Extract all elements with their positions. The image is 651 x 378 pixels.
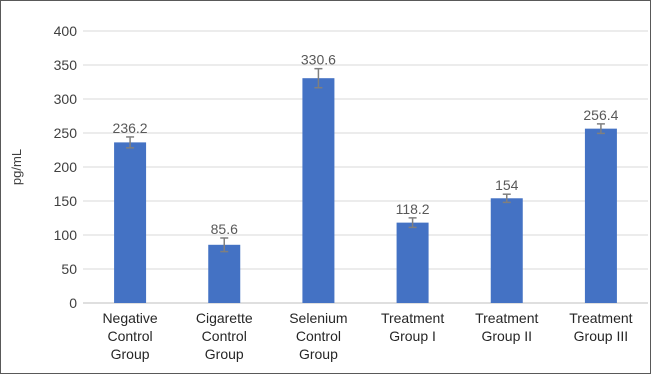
y-axis-tick-labels: 0 50 100 150 200 250 300 350 400 (54, 23, 78, 311)
bar (584, 128, 617, 303)
y-tick-label: 400 (54, 23, 78, 39)
value-label: 256.4 (583, 107, 618, 123)
bar (302, 78, 335, 303)
y-tick-label: 0 (69, 295, 77, 311)
x-tick-label: Selenium Control Group (289, 310, 347, 362)
x-tick-label: Cigarette Control Group (196, 310, 253, 362)
y-axis-label: pg/mL (9, 149, 24, 185)
bars (114, 78, 617, 303)
x-axis-tick-labels: Negative Control Group Cigarette Control Grou… (102, 310, 632, 362)
x-tick-label: Negative Control Group (102, 310, 157, 362)
y-tick-label: 100 (54, 227, 78, 243)
value-labels: 236.2 85.6 330.6 118.2 154 256.4 (113, 52, 619, 237)
y-tick-label: 350 (54, 57, 78, 73)
bar (396, 222, 429, 303)
y-tick-label: 300 (54, 91, 78, 107)
bar (114, 142, 147, 303)
value-label: 85.6 (211, 221, 238, 237)
value-label: 330.6 (301, 52, 336, 68)
x-tick-label: Treatment Group III (569, 310, 632, 344)
bar (490, 198, 523, 303)
y-tick-label: 200 (54, 159, 78, 175)
gridlines (83, 30, 648, 304)
y-tick-label: 150 (54, 193, 78, 209)
error-bars (126, 67, 605, 253)
value-label: 236.2 (113, 120, 148, 136)
y-tick-label: 250 (54, 125, 78, 141)
x-tick-label: Treatment Group I (381, 310, 444, 344)
bar (208, 244, 241, 303)
value-label: 118.2 (396, 201, 430, 217)
value-label: 154 (495, 177, 519, 193)
y-tick-label: 50 (61, 261, 77, 277)
x-tick-label: Treatment Group II (475, 310, 538, 344)
